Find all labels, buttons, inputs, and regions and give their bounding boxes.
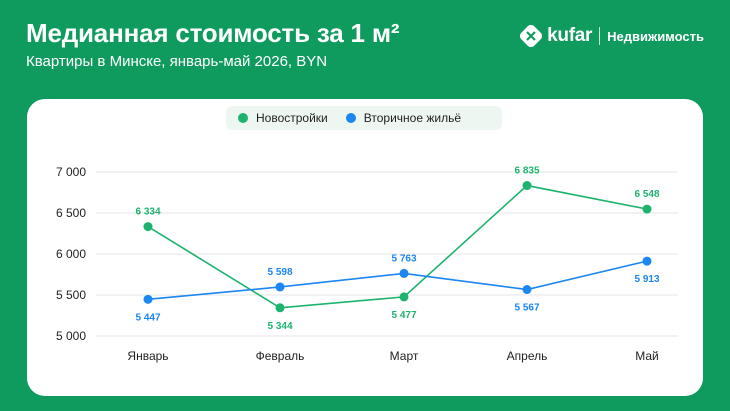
y-tick-label-2: 6 000 — [56, 247, 86, 261]
legend-label-secondary: Вторичное жильё — [363, 111, 462, 125]
chart-card — [27, 99, 703, 396]
data-point-s0-4 — [642, 204, 652, 214]
legend-label-new: Новостройки — [256, 111, 328, 125]
x-tick-label-2: Март — [390, 349, 419, 363]
y-tick-label-0: 5 000 — [56, 329, 86, 343]
data-label-s1-4: 5 913 — [634, 274, 659, 285]
y-tick-label-1: 5 500 — [56, 288, 86, 302]
data-label-s0-4: 6 548 — [634, 189, 659, 200]
legend-item-secondary: Вторичное жильё — [345, 111, 462, 125]
brand: kufar Недвижимость — [520, 24, 704, 48]
legend-marker-secondary — [345, 113, 356, 123]
data-label-s1-1: 5 598 — [267, 267, 292, 278]
data-label-s1-0: 5 447 — [135, 312, 160, 323]
brand-name: kufar — [547, 25, 593, 46]
y-tick-label-3: 6 500 — [56, 206, 86, 220]
legend-marker-new — [238, 113, 248, 123]
legend-item-new: Новостройки — [238, 111, 328, 125]
x-tick-label-0: Январь — [127, 349, 168, 363]
page-title: Медианная стоимость за 1 м² — [26, 18, 400, 48]
data-point-s1-3 — [522, 285, 532, 295]
y-tick-label-4: 7 000 — [56, 165, 86, 179]
data-point-s0-2 — [399, 292, 409, 302]
brand-divider — [599, 27, 601, 45]
x-tick-label-3: Апрель — [507, 349, 548, 363]
data-point-s1-1 — [275, 282, 285, 292]
data-label-s1-2: 5 763 — [391, 253, 416, 264]
data-label-s0-0: 6 334 — [135, 207, 160, 218]
data-point-s1-2 — [399, 268, 409, 278]
data-point-s0-1 — [275, 303, 285, 313]
brand-section: Недвижимость — [607, 28, 704, 44]
data-point-s1-0 — [143, 294, 153, 304]
data-label-s0-1: 5 344 — [267, 321, 292, 332]
data-label-s0-3: 6 835 — [514, 166, 539, 177]
series-line-1 — [147, 260, 648, 301]
data-point-s0-3 — [522, 181, 532, 191]
data-point-s0-0 — [143, 222, 153, 232]
data-label-s1-3: 5 567 — [514, 303, 539, 314]
x-tick-label-1: Февраль — [256, 349, 305, 363]
series-line-0 — [147, 184, 648, 309]
page-subtitle: Квартиры в Минске, январь-май 2026, BYN — [26, 53, 328, 70]
data-point-s1-4 — [642, 256, 652, 266]
chart-legend: Новостройки Вторичное жильё — [226, 106, 502, 130]
x-tick-label-4: Май — [635, 349, 659, 363]
data-label-s0-2: 5 477 — [391, 310, 416, 321]
kufar-logo-icon — [520, 25, 543, 47]
